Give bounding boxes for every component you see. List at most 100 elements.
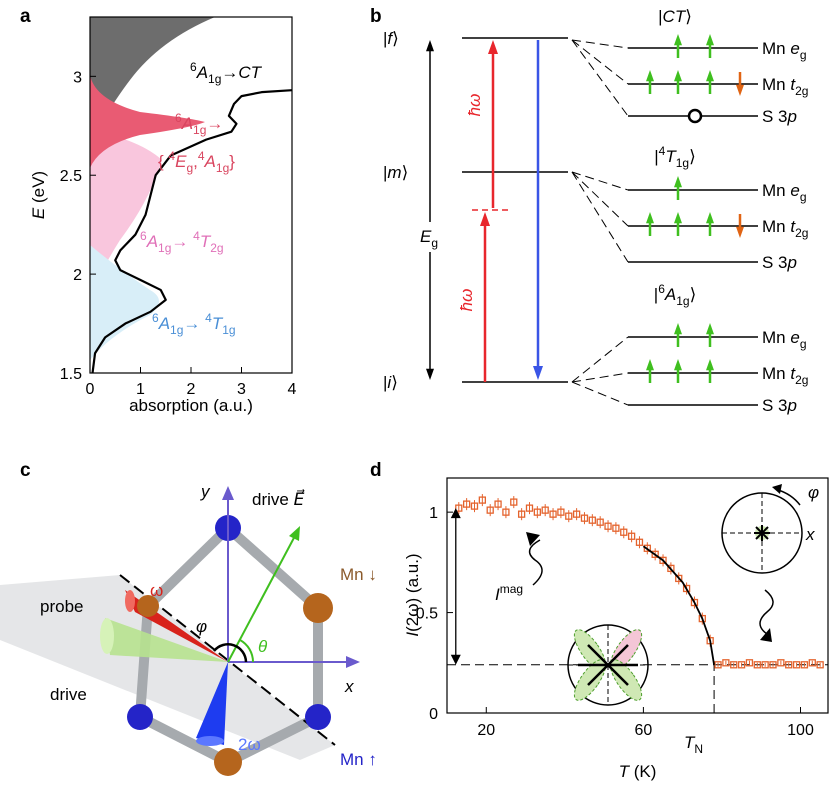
- annotation-part: 1g: [193, 123, 206, 137]
- data-point: [565, 512, 573, 520]
- annotation: 6A1g→: [175, 111, 223, 137]
- state-label: |f⟩: [383, 29, 399, 48]
- y-axis-label-part: I: [403, 632, 422, 637]
- annotation-part: T: [684, 733, 696, 752]
- annotation-part: g: [186, 161, 193, 175]
- drive-field-label-part: drive: [252, 490, 294, 509]
- orbital-label-part: e: [790, 328, 799, 347]
- annotation-part: →: [206, 114, 223, 133]
- spin-down-head: [736, 226, 744, 238]
- annotation-part: 4: [168, 149, 175, 163]
- data-point: [643, 544, 651, 552]
- orbital-label: Mn t2g: [762, 217, 808, 240]
- state-label-part: |: [383, 163, 387, 182]
- data-point: [494, 500, 502, 508]
- state-label-part: f: [387, 29, 394, 48]
- orbital-label-part: Mn: [762, 75, 790, 94]
- annotation-part: 4: [193, 229, 200, 243]
- beam-label: drive: [50, 685, 87, 704]
- absorption-curve: [91, 89, 293, 374]
- y-axis-label-part: (2ω) (a.u.): [403, 553, 422, 631]
- annotation: { 4Eg,4A1g}: [158, 149, 235, 175]
- spin-up-head: [674, 70, 682, 82]
- spin-up-head: [706, 323, 714, 335]
- orbital-label-part: S 3: [762, 107, 788, 126]
- gap-arrow-head: [426, 40, 434, 52]
- orbital-label: Mn eg: [762, 39, 807, 62]
- drive-field-label-part: E⃗: [294, 488, 305, 509]
- data-point: [777, 659, 785, 667]
- orbital-label: S 3p: [762, 107, 797, 126]
- lattice-illustration: [0, 486, 360, 776]
- annotation-part: T: [212, 314, 224, 333]
- annotation-part: mag: [500, 582, 523, 596]
- orbital-label-part: t: [790, 75, 796, 94]
- fan-line: [571, 336, 629, 383]
- annotation-part: A: [204, 152, 216, 171]
- data-point: [596, 518, 604, 526]
- orbital-label-part: Mn: [762, 181, 790, 200]
- annotation-part: 1g: [170, 323, 183, 337]
- beam-label: 2ω: [238, 735, 261, 754]
- fan-line: [571, 381, 629, 406]
- data-point: [510, 498, 518, 506]
- spin-up-head: [706, 70, 714, 82]
- orbital-label-part: Mn: [762, 39, 790, 58]
- fan-line: [571, 171, 629, 191]
- annotation-part: 1g: [158, 241, 171, 255]
- annotation-part: 6: [175, 111, 182, 125]
- orbital-label: Mn eg: [762, 181, 807, 204]
- data-point: [753, 661, 761, 669]
- group-title-part: A: [664, 285, 676, 304]
- orbital-label-part: 2g: [795, 84, 808, 98]
- data-point: [698, 614, 706, 623]
- data-point: [549, 510, 557, 518]
- annotation: TN: [684, 733, 703, 756]
- data-point: [675, 574, 683, 583]
- data-point: [627, 532, 636, 540]
- group-title-part: ⟩: [690, 285, 697, 304]
- group-title: |6A1g⟩: [654, 282, 696, 308]
- annotation-part: 4: [205, 311, 212, 325]
- axis-label: y: [200, 482, 211, 501]
- annotation-part: →: [171, 232, 193, 251]
- orbital-label: Mn t2g: [762, 75, 808, 98]
- orbital-label-part: p: [787, 396, 797, 415]
- state-label: |i⟩: [383, 373, 398, 392]
- x-tick-label: 1: [136, 381, 145, 398]
- x-tick-label: 0: [86, 381, 95, 398]
- state-label-part: ⟩: [391, 373, 398, 392]
- annotation: 6A1g→ 4T1g: [152, 311, 236, 337]
- state-label-part: i: [387, 373, 392, 392]
- angle-label: φ: [196, 617, 207, 636]
- orbital-label-part: p: [787, 253, 797, 272]
- y-axis-label: E (eV): [29, 171, 48, 219]
- group-title-part: CT: [663, 7, 687, 26]
- fan-line: [571, 39, 629, 117]
- annotation-part: 1g: [222, 323, 235, 337]
- panel-label: b: [370, 6, 382, 27]
- x-tick-label: 4: [288, 381, 297, 398]
- fit-line: [642, 545, 715, 665]
- annotation-part: A: [158, 314, 170, 333]
- arrow-head: [450, 654, 461, 665]
- state-label-part: |: [383, 29, 387, 48]
- annotation: 6A1g→CT: [190, 60, 263, 86]
- annotation-part: 6: [190, 60, 197, 74]
- panel-label: a: [20, 6, 31, 27]
- photon-label: ħω: [457, 289, 476, 312]
- emission-arrow-head: [533, 366, 543, 380]
- group-title-part: ⟩: [685, 7, 692, 26]
- orbital-label: Mn t2g: [762, 364, 808, 387]
- data-point: [635, 538, 644, 546]
- data-point: [557, 508, 565, 516]
- state-label-part: ⟩: [402, 163, 409, 182]
- spin-up-head: [674, 323, 682, 335]
- group-title-part: ⟩: [689, 147, 696, 166]
- annotation-part: A: [181, 114, 193, 133]
- fan-line: [571, 372, 629, 383]
- annotation-part: 6: [140, 229, 147, 243]
- spin-up-head: [706, 359, 714, 371]
- data-point: [572, 510, 581, 518]
- orbital-label-part: 2g: [795, 226, 808, 240]
